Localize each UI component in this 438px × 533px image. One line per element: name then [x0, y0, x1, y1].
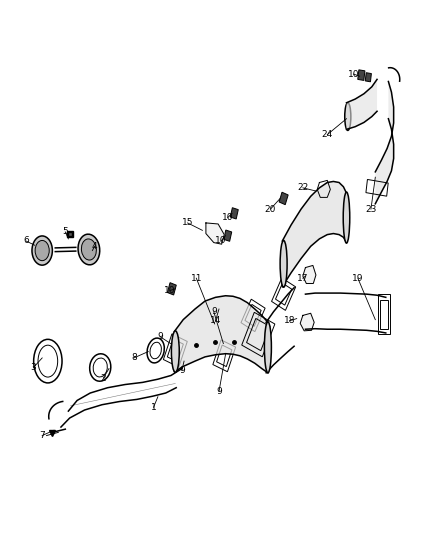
Text: 20: 20 — [265, 205, 276, 214]
Text: 7: 7 — [39, 431, 45, 440]
Text: 3: 3 — [31, 363, 36, 372]
Text: 5: 5 — [63, 228, 68, 237]
Text: 9: 9 — [157, 332, 163, 341]
Text: 4: 4 — [92, 242, 97, 251]
Polygon shape — [303, 265, 316, 284]
Polygon shape — [283, 181, 346, 287]
Ellipse shape — [81, 239, 96, 260]
Polygon shape — [167, 282, 176, 295]
Text: 9: 9 — [179, 366, 185, 375]
Text: 9: 9 — [211, 307, 217, 316]
Text: 15: 15 — [182, 219, 193, 228]
Ellipse shape — [35, 240, 49, 261]
Text: 2: 2 — [100, 374, 106, 383]
Polygon shape — [300, 313, 314, 331]
Text: 23: 23 — [365, 205, 377, 214]
Text: 10: 10 — [348, 70, 359, 78]
Ellipse shape — [32, 236, 53, 265]
Ellipse shape — [78, 234, 100, 265]
Text: 6: 6 — [23, 237, 29, 246]
Text: 10: 10 — [222, 213, 233, 222]
Text: 18: 18 — [284, 316, 296, 325]
Text: 17: 17 — [297, 273, 309, 282]
Polygon shape — [279, 192, 288, 205]
Polygon shape — [224, 230, 232, 241]
Polygon shape — [206, 223, 224, 244]
Ellipse shape — [265, 322, 272, 373]
Polygon shape — [375, 82, 394, 204]
Ellipse shape — [343, 192, 350, 243]
Text: 24: 24 — [321, 130, 333, 139]
Text: 1: 1 — [151, 403, 156, 412]
Text: 14: 14 — [210, 316, 221, 325]
Polygon shape — [230, 208, 238, 219]
Text: 9: 9 — [216, 387, 222, 396]
Ellipse shape — [345, 103, 351, 131]
Polygon shape — [358, 70, 365, 80]
Polygon shape — [346, 79, 377, 130]
Polygon shape — [174, 296, 268, 373]
Text: 11: 11 — [191, 273, 202, 282]
Text: 22: 22 — [297, 183, 308, 192]
Text: 10: 10 — [215, 237, 227, 246]
Ellipse shape — [280, 240, 287, 287]
Text: 19: 19 — [352, 273, 364, 282]
Ellipse shape — [171, 331, 179, 372]
Text: 8: 8 — [131, 353, 137, 362]
Polygon shape — [365, 72, 371, 82]
Text: 10: 10 — [164, 286, 176, 295]
